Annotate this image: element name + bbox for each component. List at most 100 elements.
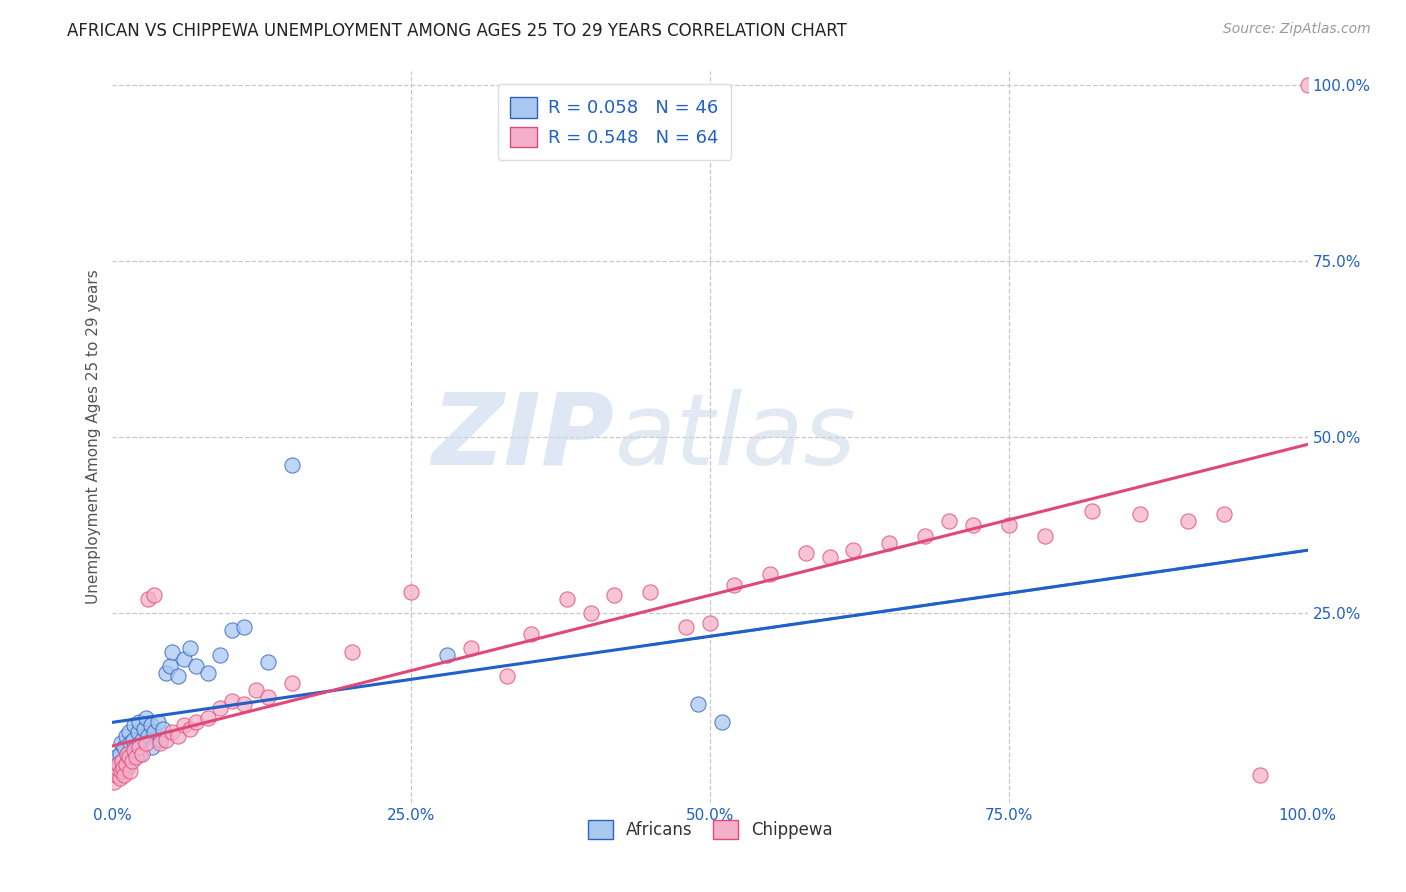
Point (141, 739, 163, 754)
Point (794, 546, 817, 560)
Point (115, 747, 138, 761)
Point (401, 584, 423, 599)
Point (110, 764, 132, 779)
Point (121, 750, 143, 764)
Point (111, 754, 134, 768)
Text: atlas: atlas (614, 389, 856, 485)
Point (1296, 78, 1319, 93)
Point (179, 722, 201, 736)
Point (257, 690, 280, 705)
Point (138, 591, 160, 606)
Point (233, 620, 256, 634)
Point (105, 761, 128, 775)
Point (281, 458, 304, 473)
Point (579, 606, 602, 620)
Point (121, 754, 143, 768)
Point (245, 683, 267, 698)
Point (143, 725, 166, 739)
Point (111, 754, 134, 768)
Point (143, 588, 166, 602)
Point (114, 739, 135, 754)
Point (186, 658, 208, 673)
Point (914, 528, 936, 542)
Point (138, 729, 160, 743)
Point (520, 627, 543, 641)
Point (221, 694, 243, 708)
Point (699, 616, 721, 631)
Point (120, 764, 142, 779)
Point (555, 591, 578, 606)
Point (257, 655, 280, 669)
Point (114, 757, 136, 772)
Y-axis label: Unemployment Among Ages 25 to 29 years: Unemployment Among Ages 25 to 29 years (86, 269, 101, 605)
Point (460, 641, 482, 656)
Point (105, 750, 128, 764)
Point (118, 750, 141, 764)
Point (436, 648, 458, 662)
Point (603, 588, 626, 602)
Point (122, 743, 145, 757)
Point (209, 648, 232, 662)
Point (688, 698, 710, 712)
Point (675, 620, 697, 634)
Point (128, 739, 150, 754)
Point (197, 711, 219, 725)
Text: AFRICAN VS CHIPPEWA UNEMPLOYMENT AMONG AGES 25 TO 29 YEARS CORRELATION CHART: AFRICAN VS CHIPPEWA UNEMPLOYMENT AMONG A… (67, 22, 848, 40)
Point (1213, 508, 1236, 522)
Point (110, 736, 132, 750)
Point (1177, 515, 1199, 529)
Point (117, 747, 139, 761)
Point (759, 567, 782, 582)
Point (842, 542, 865, 557)
Point (105, 767, 128, 781)
Point (186, 714, 208, 729)
Point (128, 714, 150, 729)
Point (159, 658, 181, 673)
Point (129, 747, 152, 761)
Point (131, 732, 153, 747)
Point (173, 718, 195, 732)
Point (112, 761, 135, 775)
Point (107, 757, 129, 772)
Point (114, 729, 136, 743)
Point (107, 757, 129, 772)
Point (135, 711, 157, 725)
Point (173, 651, 195, 665)
Point (197, 665, 219, 680)
Text: Source: ZipAtlas.com: Source: ZipAtlas.com (1223, 22, 1371, 37)
Point (115, 761, 138, 775)
Legend: Africans, Chippewa: Africans, Chippewa (581, 814, 839, 846)
Point (818, 549, 841, 564)
Point (114, 767, 135, 781)
Text: ZIP: ZIP (432, 389, 614, 485)
Point (135, 736, 157, 750)
Point (125, 739, 148, 754)
Point (723, 578, 745, 592)
Point (120, 736, 142, 750)
Point (139, 718, 162, 732)
Point (162, 725, 183, 739)
Point (209, 701, 232, 715)
Point (281, 676, 304, 690)
Point (125, 750, 148, 764)
Point (879, 535, 901, 549)
Point (1033, 528, 1056, 542)
Point (108, 771, 131, 785)
Point (711, 714, 734, 729)
Point (104, 764, 127, 779)
Point (118, 725, 141, 739)
Point (152, 722, 174, 736)
Point (127, 725, 149, 739)
Point (1081, 504, 1104, 518)
Point (146, 714, 169, 729)
Point (938, 515, 960, 529)
Point (640, 584, 662, 599)
Point (179, 641, 201, 656)
Point (103, 774, 125, 789)
Point (149, 736, 172, 750)
Point (162, 644, 183, 658)
Point (167, 669, 190, 683)
Point (1129, 508, 1152, 522)
Point (1249, 767, 1271, 781)
Point (998, 518, 1021, 533)
